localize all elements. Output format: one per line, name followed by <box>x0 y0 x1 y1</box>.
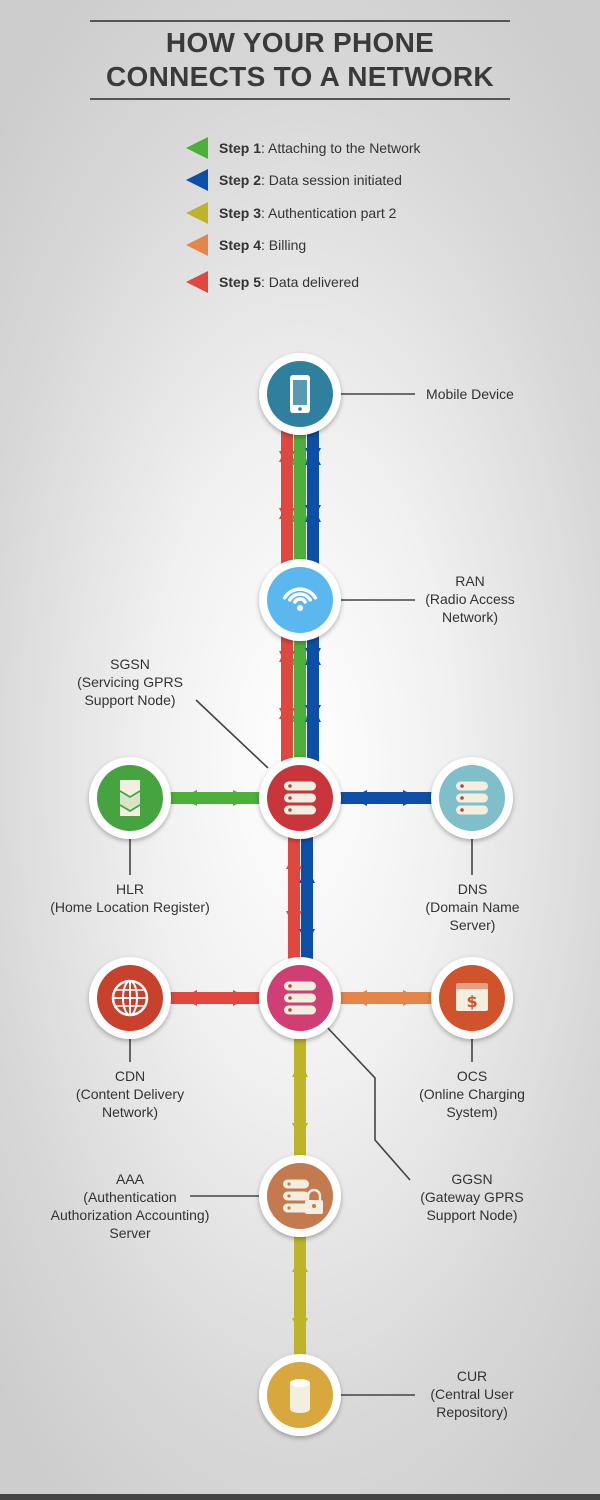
arrow-head <box>305 506 321 522</box>
legend-item-step-1: Step 1: Attaching to the Network <box>186 137 421 159</box>
arrow-head <box>305 706 321 722</box>
server-icon <box>284 781 316 815</box>
arrow-head <box>299 867 315 883</box>
legend-step: Step 4 <box>219 237 262 253</box>
server-icon <box>284 981 316 1015</box>
arrow-head <box>279 651 295 667</box>
arrow-head <box>403 790 419 806</box>
legend-triangle-icon <box>186 137 208 159</box>
step-5-line <box>288 800 300 998</box>
leader-lines <box>129 393 473 1396</box>
title-top-rule <box>90 20 510 22</box>
database-stack-icon <box>120 780 140 816</box>
arrow-head <box>292 706 308 722</box>
dollar-card-icon: $ <box>456 983 488 1011</box>
globe-icon <box>111 979 149 1017</box>
node-hlr <box>89 757 171 839</box>
label-ocs: OCS (Online Charging System) <box>419 1068 525 1120</box>
node-ran <box>259 559 341 641</box>
arrow-head <box>299 929 315 945</box>
legend-item-step-5: Step 5: Data delivered <box>186 271 359 293</box>
arrow-head <box>305 649 321 665</box>
legend-triangle-icon <box>186 169 208 191</box>
arrow-head <box>351 990 367 1006</box>
node-cdn <box>89 957 171 1039</box>
label-aaa: AAA (Authentication Authorization Accoun… <box>50 1171 210 1241</box>
arrow-head <box>279 708 295 724</box>
server-icon <box>456 781 488 815</box>
arrow-head <box>279 508 295 524</box>
node-mobile <box>259 353 341 435</box>
server-lock-icon <box>283 1179 323 1214</box>
label-ran: RAN (Radio Access Network) <box>425 573 515 625</box>
cylinder-icon <box>290 1379 310 1413</box>
label-cdn: CDN (Content Delivery Network) <box>75 1068 185 1120</box>
node-sgsn <box>259 757 341 839</box>
legend-text: : Data session initiated <box>261 172 402 188</box>
wifi-icon <box>282 587 318 611</box>
step-4-line <box>300 992 472 1004</box>
label-dns: DNS (Domain Name Server) <box>425 881 520 933</box>
legend-text: : Billing <box>261 237 307 253</box>
arrow-head <box>286 911 302 927</box>
node-aaa <box>259 1155 341 1237</box>
arrow-head <box>292 649 308 665</box>
legend-triangle-icon <box>186 234 208 256</box>
smartphone-icon <box>290 375 310 413</box>
node-ocs: $ <box>431 957 513 1039</box>
arrow-head <box>233 790 249 806</box>
arrow-head <box>292 506 308 522</box>
label-sgsn: SGSN (Servicing GPRS Support Node) <box>77 656 183 708</box>
step-5-line <box>130 992 300 1004</box>
arrow-head <box>233 990 249 1006</box>
node-dns <box>431 757 513 839</box>
label-ggsn: GGSN (Gateway GPRS Support Node) <box>420 1171 524 1223</box>
node-circles: $ <box>89 353 513 1436</box>
arrow-head <box>181 790 197 806</box>
arrow-head <box>292 1123 308 1139</box>
arrow-head <box>351 790 367 806</box>
label-cur: CUR (Central User Repository) <box>430 1368 514 1420</box>
arrow-head <box>305 449 321 465</box>
legend-text: : Data delivered <box>261 274 360 290</box>
node-cur <box>259 1354 341 1436</box>
legend-triangle-icon <box>186 202 208 224</box>
legend-text: : Attaching to the Network <box>261 140 421 156</box>
arrow-head <box>181 990 197 1006</box>
label-hlr: HLR (Home Location Register) <box>50 881 210 915</box>
page-title: HOW YOUR PHONE CONNECTS TO A NETWORK <box>0 26 600 94</box>
title-line-2: CONNECTS TO A NETWORK <box>106 61 494 92</box>
step-1-line <box>130 792 300 804</box>
direction-arrows <box>181 446 419 1334</box>
leader-sgsn <box>195 699 269 769</box>
arrow-head <box>403 990 419 1006</box>
arrow-head <box>292 1318 308 1334</box>
legend-step: Step 1 <box>219 140 262 156</box>
arrow-head <box>286 853 302 869</box>
leader-ggsn <box>324 1024 411 1181</box>
svg-text:$: $ <box>466 992 477 1011</box>
arrow-head <box>292 1256 308 1272</box>
legend-item-step-4: Step 4: Billing <box>186 234 306 256</box>
arrow-head <box>292 1061 308 1077</box>
title-line-1: HOW YOUR PHONE <box>165 27 435 58</box>
footer-bar <box>0 1494 600 1500</box>
legend-item-step-3: Step 3: Authentication part 2 <box>186 202 396 224</box>
arrow-head <box>292 449 308 465</box>
legend-step: Step 2 <box>219 172 262 188</box>
node-ggsn <box>259 957 341 1039</box>
legend-step: Step 5 <box>219 274 262 290</box>
label-mobile-device: Mobile Device <box>426 386 514 402</box>
step-2-line <box>300 792 472 804</box>
arrow-head <box>279 451 295 467</box>
legend-item-step-2: Step 2: Data session initiated <box>186 169 402 191</box>
title-bottom-rule <box>90 98 510 100</box>
step-2-line <box>301 800 313 998</box>
legend-text: : Authentication part 2 <box>261 205 397 221</box>
legend-triangle-icon <box>186 271 208 293</box>
legend-step: Step 3 <box>219 205 262 221</box>
